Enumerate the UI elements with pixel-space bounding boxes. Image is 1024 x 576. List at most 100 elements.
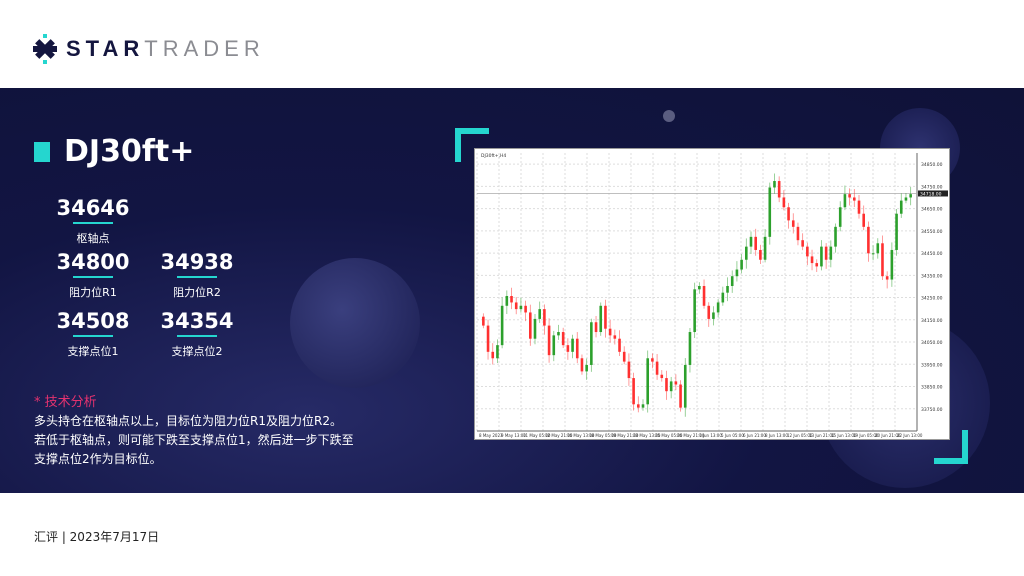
candle-body: [810, 256, 814, 264]
candle-body: [500, 305, 504, 346]
candle-body: [848, 194, 851, 198]
candle-body: [716, 302, 720, 313]
x-tick-label: 13 Jun 21:00: [809, 433, 835, 438]
candle-body: [881, 243, 884, 277]
candle-body: [622, 351, 626, 362]
candle-body: [646, 358, 649, 405]
y-tick-label: 33750.00: [921, 407, 943, 413]
candle-body: [632, 378, 635, 405]
price-chart: 34850.00 34750.00 34650.00 34550.00 34450.00…: [474, 148, 950, 440]
analysis-heading: * 技术分析: [34, 395, 97, 410]
candle-body: [590, 322, 593, 365]
candle-body: [505, 296, 509, 306]
candle-body: [637, 404, 640, 408]
x-tick-label: 25 May 05:00: [655, 433, 683, 438]
candle-body: [604, 305, 607, 329]
candle-body: [730, 276, 734, 286]
x-tick-label: 5 Jun 05:00: [721, 433, 744, 438]
x-tick-label: 18 May 05:00: [589, 433, 617, 438]
y-tick-label: 34850.00: [921, 162, 943, 168]
x-tick-label: 6 Jun 21:00: [743, 433, 766, 438]
s1-level: 34508 支撑点位1: [56, 309, 130, 358]
candle-body: [745, 246, 748, 260]
candle-body: [566, 345, 570, 352]
current-price-label: 34718.00: [920, 191, 942, 197]
x-tick-label: 15 Jun 13:00: [831, 433, 857, 438]
analysis-line: 支撑点位2作为目标位。: [34, 452, 162, 466]
frame-corner-bottom-right: [934, 430, 968, 464]
candle-body: [791, 220, 795, 227]
x-tick-label: 19 Jun 05:00: [853, 433, 879, 438]
y-tick-label: 34750.00: [921, 184, 943, 190]
symbol-title: DJ30ft+: [64, 134, 195, 169]
analysis-line: 多头持仓在枢轴点以上，目标位为阻力位R1及阻力位R2。: [34, 414, 342, 428]
candle-body: [580, 358, 584, 372]
candle-body: [754, 236, 757, 250]
candle-body: [890, 249, 894, 280]
candle-body: [575, 338, 579, 359]
candle-body: [543, 309, 546, 326]
frame-corner-top-left: [455, 128, 489, 162]
analysis-line: 若低于枢轴点，则可能下跌至支撑点位1，然后进一步下跌至: [34, 433, 354, 447]
title-marker: [34, 142, 50, 162]
candle-body: [519, 305, 523, 310]
candle-body: [524, 305, 527, 313]
logo-star-text: STAR: [66, 36, 145, 61]
candle-body: [843, 194, 847, 208]
candle-body: [496, 345, 499, 359]
y-tick-label: 33950.00: [921, 362, 943, 368]
candle-body: [552, 335, 556, 356]
x-tick-label: 9 May 13:00: [501, 433, 526, 438]
candle-body: [787, 207, 790, 221]
candle-body: [909, 194, 912, 198]
chart-header: DJ30ft+,H4: [481, 153, 506, 159]
candle-body: [599, 305, 603, 333]
candle-body: [585, 364, 588, 372]
candle-body: [594, 322, 598, 333]
current-price-tag: [918, 190, 948, 197]
s2-level: 34354 支撑点位2: [160, 309, 234, 358]
candle-body: [627, 361, 631, 379]
y-tick-label: 34650.00: [921, 207, 943, 213]
x-tick-label: 11 May 05:00: [523, 433, 551, 438]
x-tick-label: 16 May 13:00: [567, 433, 595, 438]
r1-level: 34800 阻力位R1: [56, 250, 130, 299]
y-tick-label: 34450.00: [921, 251, 943, 257]
footer-date: 汇评 | 2023年7月17日: [34, 530, 160, 544]
candle-body: [782, 197, 786, 208]
candle-body: [547, 325, 551, 356]
candle-body: [561, 332, 565, 346]
x-tick-label: 12 May 21:00: [545, 433, 573, 438]
candle-body: [885, 276, 889, 280]
candle-body: [768, 187, 772, 237]
candle-body: [702, 285, 706, 306]
header: STARTRADER: [0, 0, 1024, 88]
candle-body: [759, 249, 762, 260]
candle-body: [665, 378, 668, 392]
candle-body: [721, 292, 725, 303]
candle-body: [853, 197, 856, 201]
x-tick-label: 8 May 2023: [479, 433, 503, 438]
candle-body: [815, 263, 819, 267]
star-logo-icon: [33, 34, 57, 64]
decor-dot: [663, 110, 675, 122]
candle-body: [740, 259, 743, 270]
candle-body: [820, 246, 823, 267]
x-tick-label: 26 May 21:00: [677, 433, 705, 438]
candle-body: [533, 318, 537, 339]
candle-body: [482, 316, 485, 326]
candle-body: [904, 197, 908, 201]
candle-body: [688, 332, 692, 365]
candle-body: [529, 312, 532, 339]
candle-body: [641, 404, 645, 408]
candle-body: [491, 351, 495, 359]
candle-body: [618, 338, 621, 352]
candle-body: [871, 253, 875, 255]
candlestick-chart: 34850.00 34750.00 34650.00 34550.00 34450.00…: [476, 153, 948, 438]
candle-body: [679, 384, 682, 408]
candle-body: [763, 236, 767, 260]
candle-body: [557, 332, 560, 336]
candle-body: [669, 381, 673, 392]
candle-body: [773, 181, 776, 188]
y-tick-label: 34150.00: [921, 318, 943, 324]
